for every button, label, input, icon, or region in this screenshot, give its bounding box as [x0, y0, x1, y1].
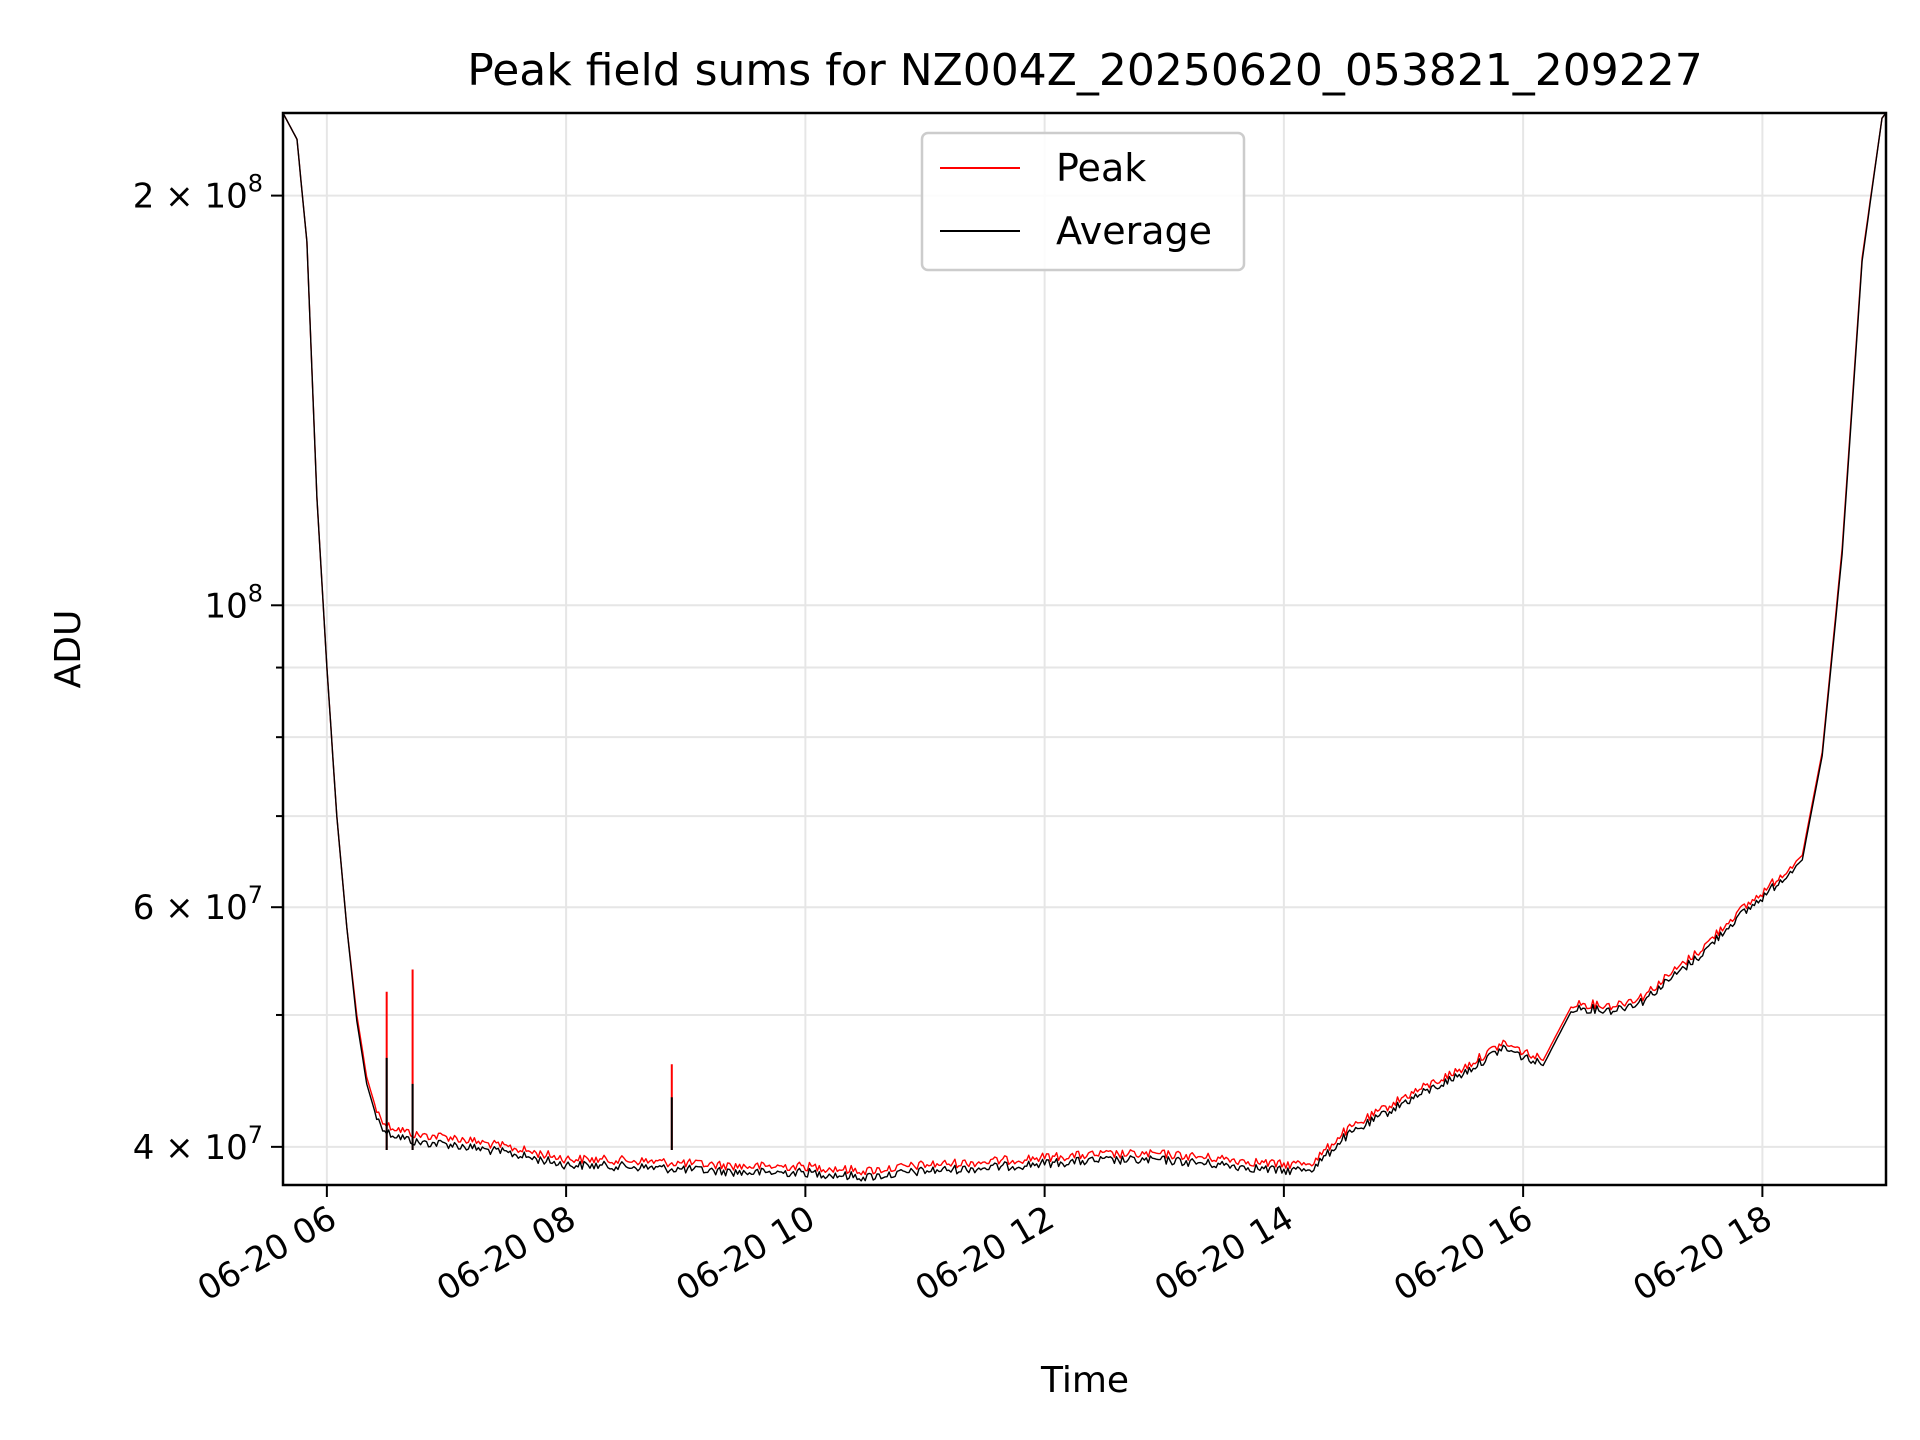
series-line-average [282, 112, 1887, 1182]
y-tick-label-exponent: 7 [248, 881, 263, 909]
series-area [282, 112, 1887, 1182]
y-tick-label-exponent: 8 [248, 170, 263, 198]
plot-frame [281, 111, 1888, 1187]
legend-label-peak: Peak [1056, 146, 1146, 190]
y-tick-label-base: 4 × 10 [133, 1128, 248, 1168]
y-tick-label: 4 × 107 [133, 1121, 263, 1168]
x-axis-label: Time [1040, 1360, 1129, 1401]
y-axis-label: ADU [48, 610, 89, 689]
y-tick-label: 108 [204, 579, 263, 626]
y-tick-label-exponent: 7 [248, 1121, 263, 1149]
legend-label-average: Average [1056, 209, 1212, 253]
legend: Peak Average [920, 131, 1246, 272]
y-tick-label-exponent: 8 [248, 579, 263, 607]
series-line-peak [282, 112, 1887, 1176]
y-tick-label-base: 2 × 10 [133, 177, 248, 217]
chart-title: Peak field sums for NZ004Z_20250620_0538… [467, 45, 1703, 96]
y-tick-label: 2 × 108 [133, 170, 263, 217]
y-tick-label-base: 10 [204, 586, 247, 626]
y-tick-label: 6 × 107 [133, 881, 263, 928]
y-tick-label-base: 6 × 10 [133, 888, 248, 928]
